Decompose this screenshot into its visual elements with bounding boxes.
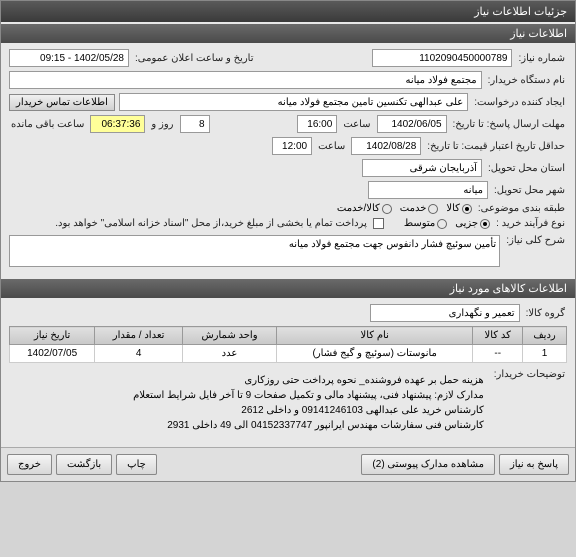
th-qty: تعداد / مقدار bbox=[95, 327, 183, 345]
pay-note: پرداخت تمام یا بخشی از مبلغ خرید،از محل … bbox=[53, 218, 369, 229]
announce-label: تاریخ و ساعت اعلان عمومی: bbox=[133, 53, 256, 64]
window-titlebar: جزئیات اطلاعات نیاز bbox=[1, 1, 575, 22]
group-label: گروه کالا: bbox=[524, 308, 567, 319]
process-label: نوع فرآیند خرید : bbox=[494, 218, 567, 229]
radio-goods[interactable]: کالا bbox=[446, 203, 472, 214]
th-name: نام کالا bbox=[277, 327, 473, 345]
deadline-time-field: 16:00 bbox=[297, 115, 337, 133]
footer-buttons: پاسخ به نیاز مشاهده مدارک پیوستی (2) چاپ… bbox=[1, 447, 575, 481]
goods-table: ردیف کد کالا نام کالا واحد شمارش تعداد /… bbox=[9, 326, 567, 363]
province-field: آذربایجان شرقی bbox=[362, 159, 482, 177]
section-info-header: اطلاعات نیاز bbox=[1, 24, 575, 43]
creator-label: ایجاد کننده درخواست: bbox=[472, 97, 567, 108]
desc-label: شرح کلی نیاز: bbox=[504, 235, 567, 246]
days-remain-field: 8 bbox=[180, 115, 210, 133]
group-field: تعمیر و نگهداری bbox=[370, 304, 520, 322]
creator-field: علی عبدالهی تکنسین تامین مجتمع فولاد میا… bbox=[119, 93, 468, 111]
category-radio-group: کالا خدمت کالا/خدمت bbox=[337, 203, 472, 214]
province-label: استان محل تحویل: bbox=[486, 163, 567, 174]
buyer-label: نام دستگاه خریدار: bbox=[486, 75, 567, 86]
respond-button[interactable]: پاسخ به نیاز bbox=[499, 454, 569, 475]
print-button[interactable]: چاپ bbox=[116, 454, 157, 475]
radio-both[interactable]: کالا/خدمت bbox=[337, 203, 392, 214]
validity-time-field: 12:00 bbox=[272, 137, 312, 155]
time-remain-field: 06:37:36 bbox=[90, 115, 145, 133]
goods-area: گروه کالا: تعمیر و نگهداری ردیف کد کالا … bbox=[1, 298, 575, 447]
table-row[interactable]: 1 -- مانوستات (سوئیچ و گیج فشار) عدد 4 1… bbox=[10, 345, 567, 363]
contact-button[interactable]: اطلاعات تماس خریدار bbox=[9, 94, 115, 111]
radio-mid[interactable]: متوسط bbox=[404, 218, 447, 229]
treasury-checkbox[interactable] bbox=[373, 218, 384, 229]
form-area: شماره نیاز: 1102090450000789 تاریخ و ساع… bbox=[1, 43, 575, 277]
back-button[interactable]: بازگشت bbox=[56, 454, 112, 475]
process-radio-group: جزیی متوسط bbox=[404, 218, 490, 229]
radio-service[interactable]: خدمت bbox=[400, 203, 439, 214]
deadline-label: مهلت ارسال پاسخ: تا تاریخ: bbox=[451, 119, 567, 130]
buyer-field: مجتمع فولاد میانه bbox=[9, 71, 482, 89]
need-no-label: شماره نیاز: bbox=[516, 53, 567, 64]
city-label: شهر محل تحویل: bbox=[492, 185, 567, 196]
radio-low[interactable]: جزیی bbox=[455, 218, 490, 229]
attachments-button[interactable]: مشاهده مدارک پیوستی (2) bbox=[361, 454, 495, 475]
announce-field: 1402/05/28 - 09:15 bbox=[9, 49, 129, 67]
need-no-field: 1102090450000789 bbox=[372, 49, 512, 67]
buyer-notes: هزینه حمل بر عهده فروشنده_ نحوه پرداخت ح… bbox=[129, 369, 488, 437]
th-unit: واحد شمارش bbox=[182, 327, 276, 345]
validity-label: حداقل تاریخ اعتبار قیمت: تا تاریخ: bbox=[425, 141, 567, 152]
category-label: طبقه بندی موضوعی: bbox=[476, 203, 567, 214]
th-date: تاریخ نیاز bbox=[10, 327, 95, 345]
section-goods-header: اطلاعات کالاهای مورد نیاز bbox=[1, 279, 575, 298]
city-field: میانه bbox=[368, 181, 488, 199]
main-window: جزئیات اطلاعات نیاز اطلاعات نیاز شماره ن… bbox=[0, 0, 576, 482]
th-code: کد کالا bbox=[473, 327, 523, 345]
deadline-date-field: 1402/06/05 bbox=[377, 115, 447, 133]
desc-textarea[interactable]: تأمین سوئیچ فشار دانفوس جهت مجتمع فولاد … bbox=[9, 235, 500, 267]
validity-date-field: 1402/08/28 bbox=[351, 137, 421, 155]
window-title: جزئیات اطلاعات نیاز bbox=[474, 6, 567, 18]
exit-button[interactable]: خروج bbox=[7, 454, 52, 475]
buyer-notes-label: توضیحات خریدار: bbox=[492, 369, 567, 380]
th-row: ردیف bbox=[523, 327, 567, 345]
